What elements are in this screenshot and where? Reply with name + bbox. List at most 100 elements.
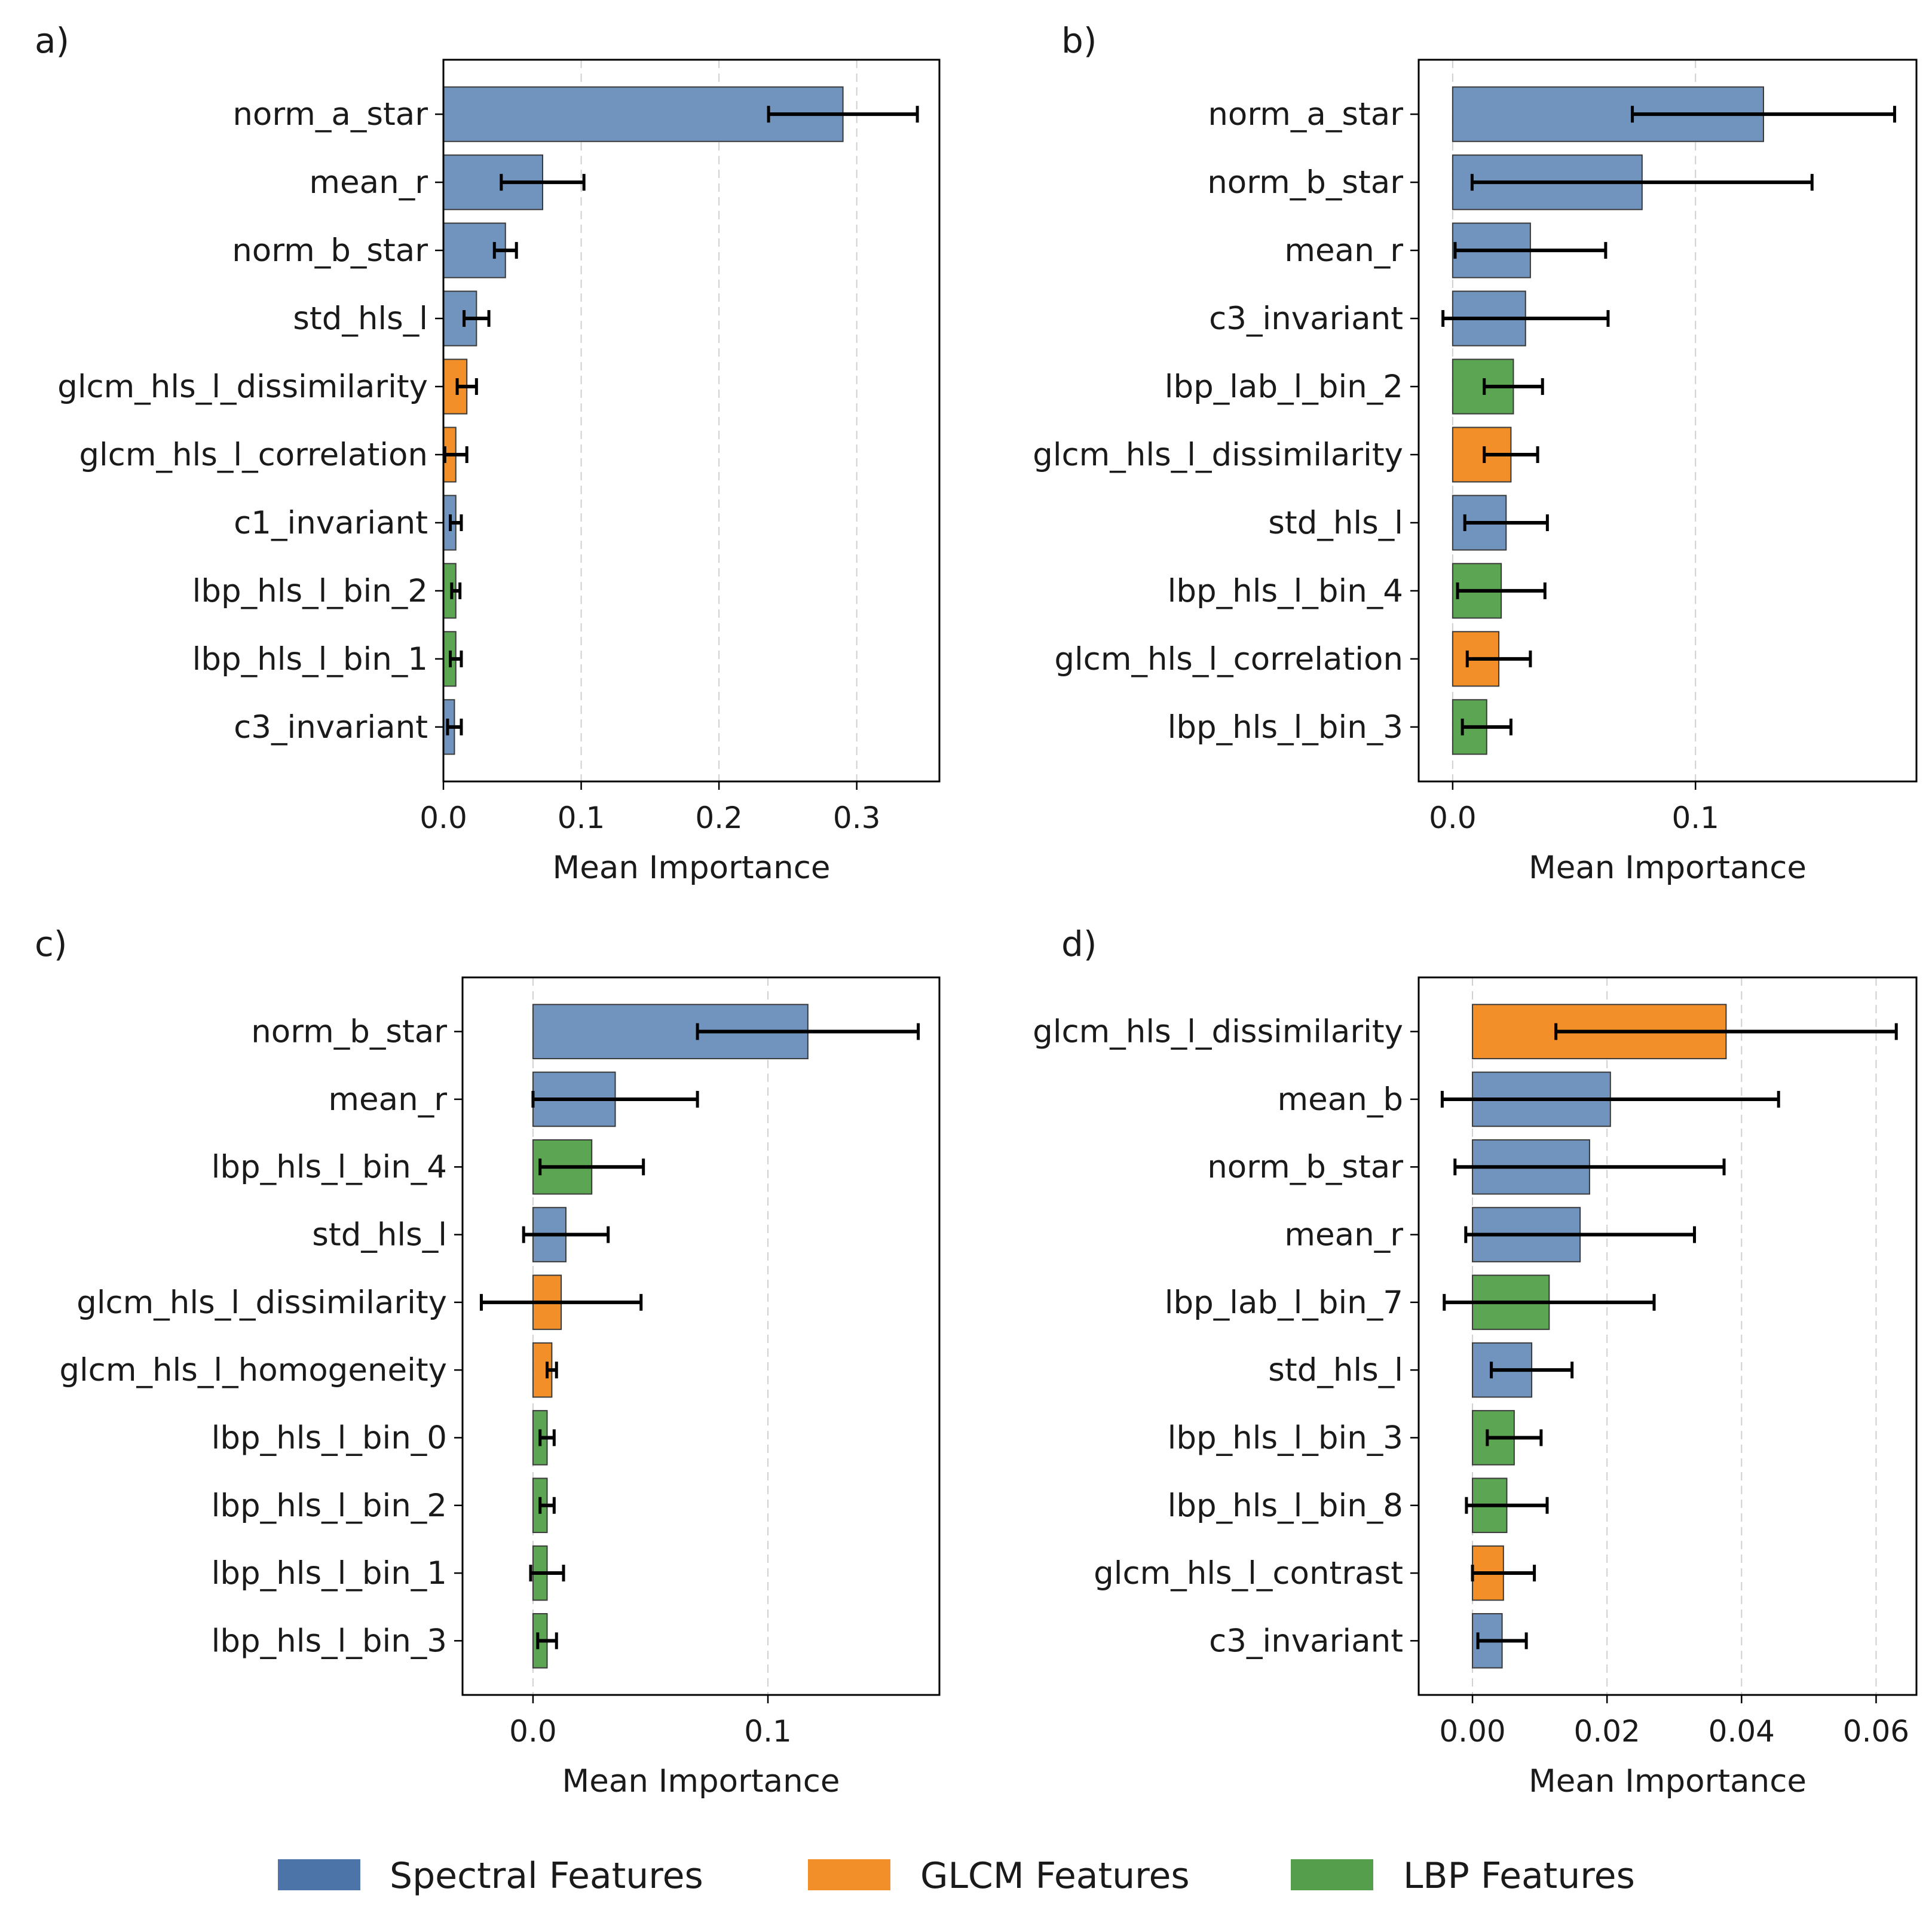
error-bar xyxy=(538,1429,556,1446)
error-bar xyxy=(500,174,586,191)
category-label: lbp_lab_l_bin_2 xyxy=(1165,369,1403,405)
category-label: std_hls_l xyxy=(312,1217,447,1253)
error-bar xyxy=(1465,1497,1549,1514)
category-label: glcm_hls_l_contrast xyxy=(1094,1555,1403,1592)
category-label: c1_invariant xyxy=(234,505,428,541)
category-label: lbp_hls_l_bin_3 xyxy=(1168,709,1403,746)
error-bar xyxy=(1490,1362,1574,1379)
error-bar xyxy=(538,1158,645,1176)
category-label: c3_invariant xyxy=(1209,301,1403,337)
category-label: glcm_hls_l_correlation xyxy=(1054,641,1403,677)
x-tick-label: 0.1 xyxy=(744,1714,792,1749)
category-label: std_hls_l xyxy=(1268,1352,1403,1388)
error-bar xyxy=(1441,310,1610,327)
error-bar xyxy=(1453,1158,1726,1176)
error-bar xyxy=(1463,514,1549,531)
error-bar xyxy=(696,1023,920,1040)
error-bar xyxy=(1476,1632,1528,1650)
bar-glcm-hls-l-homogeneity xyxy=(532,1342,553,1398)
legend-swatch xyxy=(808,1859,890,1890)
error-bar xyxy=(463,310,491,327)
error-bar xyxy=(529,1565,565,1582)
category-label: glcm_hls_l_dissimilarity xyxy=(1033,1014,1403,1050)
panels: a)norm_a_starmean_rnorm_b_starstd_hls_lg… xyxy=(35,20,1918,1799)
category-label: lbp_lab_l_bin_7 xyxy=(1165,1284,1403,1321)
error-bar xyxy=(449,650,463,667)
error-bar xyxy=(1464,1226,1697,1243)
category-label: lbp_hls_l_bin_1 xyxy=(212,1555,447,1592)
error-bar xyxy=(1465,650,1532,667)
error-bar xyxy=(479,1293,643,1311)
legend-label: LBP Features xyxy=(1403,1855,1635,1897)
category-label: std_hls_l xyxy=(293,301,428,337)
category-label: norm_a_star xyxy=(232,96,428,133)
category-label: mean_r xyxy=(309,164,428,201)
category-label: lbp_hls_l_bin_2 xyxy=(212,1488,447,1524)
category-label: mean_r xyxy=(1284,1217,1403,1253)
panel-label: b) xyxy=(1061,20,1097,61)
error-bar xyxy=(1470,174,1814,191)
chart-panel-c: c) norm_b_star mean_r lbp_hls_l_bin_4 std_hl… xyxy=(35,924,941,1799)
panel-label: a) xyxy=(35,20,69,61)
category-label: mean_b xyxy=(1278,1081,1403,1118)
category-label: norm_b_star xyxy=(1207,164,1403,201)
error-bar xyxy=(443,446,469,463)
category-label: lbp_hls_l_bin_1 xyxy=(192,641,428,677)
error-bar xyxy=(1483,378,1544,396)
x-tick-label: 0.1 xyxy=(1671,801,1719,835)
axes-frame xyxy=(1417,976,1918,1696)
error-bar xyxy=(1483,446,1539,463)
error-bar xyxy=(538,1497,556,1514)
chart-panel-b: b) norm_a_star norm_b_star mean_r c3_invaria… xyxy=(1033,20,1918,886)
error-bar xyxy=(1456,582,1547,599)
error-bar xyxy=(767,106,919,123)
error-bar xyxy=(1461,718,1512,735)
axes-frame xyxy=(1417,59,1918,783)
category-label: glcm_hls_l_dissimilarity xyxy=(1033,437,1403,473)
legend: Spectral Features GLCM Features LBP Featur… xyxy=(278,1855,1635,1897)
category-label: glcm_hls_l_homogeneity xyxy=(59,1352,447,1388)
error-bar xyxy=(546,1362,558,1379)
category-label: lbp_hls_l_bin_8 xyxy=(1168,1488,1403,1524)
category-label: mean_r xyxy=(1284,232,1403,269)
x-axis-title: Mean Importance xyxy=(553,850,831,886)
x-axis-title: Mean Importance xyxy=(562,1763,840,1799)
error-bar xyxy=(1471,1565,1536,1582)
error-bar xyxy=(522,1226,610,1243)
category-label: mean_r xyxy=(328,1081,447,1118)
chart-panel-a: a) norm_a_star mean_r norm_b_star std_hls_lg… xyxy=(35,20,941,886)
x-tick-label: 0.04 xyxy=(1709,1714,1775,1749)
x-axis-title: Mean Importance xyxy=(1529,1763,1807,1799)
category-label: lbp_hls_l_bin_3 xyxy=(1168,1420,1403,1456)
error-bar xyxy=(536,1632,558,1650)
x-tick-label: 0.3 xyxy=(833,801,881,835)
category-label: lbp_hls_l_bin_4 xyxy=(212,1149,447,1185)
legend-label: Spectral Features xyxy=(390,1855,703,1897)
category-label: lbp_hls_l_bin_2 xyxy=(192,573,428,609)
error-bar xyxy=(455,378,478,396)
error-bar xyxy=(449,514,463,531)
error-bar xyxy=(1453,242,1608,259)
panel-label: c) xyxy=(35,924,68,964)
legend-item-lbp: LBP Features xyxy=(1291,1855,1635,1897)
error-bar xyxy=(531,1090,699,1108)
error-bar xyxy=(450,582,462,599)
category-label: lbp_hls_l_bin_3 xyxy=(212,1623,447,1659)
x-tick-label: 0.06 xyxy=(1843,1714,1909,1749)
category-label: std_hls_l xyxy=(1268,505,1403,541)
x-tick-label: 0.0 xyxy=(420,801,467,835)
category-label: lbp_hls_l_bin_0 xyxy=(212,1420,447,1456)
x-tick-label: 0.02 xyxy=(1574,1714,1640,1749)
x-tick-label: 0.1 xyxy=(558,801,605,835)
error-bar xyxy=(1440,1090,1780,1108)
axes-frame xyxy=(461,976,941,1696)
x-tick-label: 0.0 xyxy=(509,1714,557,1749)
x-tick-label: 0.0 xyxy=(1429,801,1477,835)
legend-swatch xyxy=(1291,1859,1373,1890)
legend-swatch xyxy=(278,1859,360,1890)
error-bar xyxy=(1443,1293,1656,1311)
category-label: norm_b_star xyxy=(232,232,428,269)
error-bar xyxy=(446,718,463,735)
error-bar xyxy=(1631,106,1896,123)
